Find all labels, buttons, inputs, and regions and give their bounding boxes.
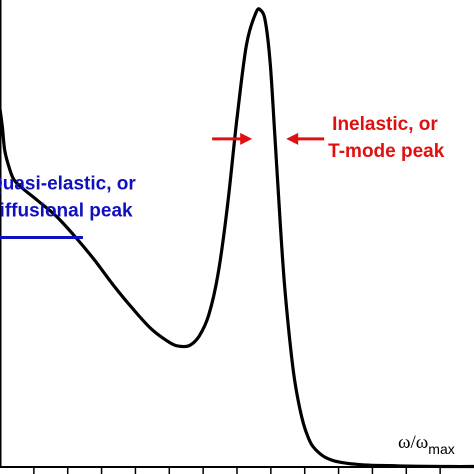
annotation-0-line-0: Quasi-elastic, or <box>0 174 136 195</box>
annotation-1-line-0: Inelastic, or <box>332 114 438 135</box>
series-line <box>0 7 474 469</box>
arrow-head <box>286 132 299 145</box>
x-ticks <box>33 467 441 474</box>
x-axis-label: ω/ωmax <box>398 432 455 457</box>
arrow-head <box>240 132 253 145</box>
annotation-0-line-1: diffusional peak <box>0 201 133 222</box>
annotation-1-line-1: T-mode peak <box>328 141 445 162</box>
annotations: Quasi-elastic, or diffusional peak Inelast… <box>0 114 445 239</box>
